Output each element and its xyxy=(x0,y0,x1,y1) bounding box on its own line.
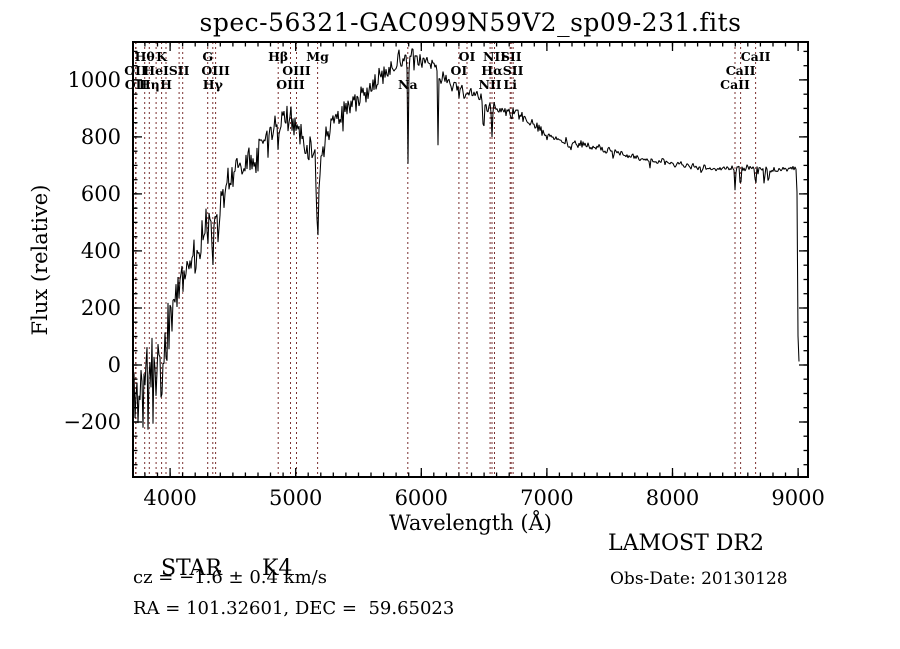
y-axis-label: Flux (relative) xyxy=(28,185,52,336)
line-label-3889: HeI xyxy=(143,63,169,78)
line-label-6731: SII xyxy=(503,63,524,78)
line-label-3968: H xyxy=(160,77,172,92)
line-label-3798: Hθ xyxy=(135,49,155,64)
y-tick-800: 800 xyxy=(81,125,121,149)
y-tick-labels: −200 0 200 400 600 800 1000 xyxy=(63,68,121,434)
line-label-6548: NII xyxy=(479,77,502,92)
plot-frame xyxy=(132,41,809,478)
x-tick-labels: 4000 5000 6000 7000 8000 9000 xyxy=(143,486,824,510)
line-label-3729: OII xyxy=(125,77,148,92)
line-label-3933: K xyxy=(156,49,168,64)
line-label-4072: SII xyxy=(169,63,190,78)
line-label-5893: Na xyxy=(398,77,418,92)
object-class: STAR xyxy=(160,556,222,581)
axis-ticks xyxy=(133,42,808,477)
x-axis-label: Wavelength (Å) xyxy=(389,510,552,535)
line-label-6708: Li xyxy=(503,77,517,92)
spectrum-trace xyxy=(132,48,800,430)
x-tick-4000: 4000 xyxy=(143,486,196,510)
y-tick--200: −200 xyxy=(63,410,121,434)
survey-release: LAMOST DR2 xyxy=(608,531,764,556)
line-label-3726: OII xyxy=(124,63,147,78)
line-label-4861: Hβ xyxy=(268,49,288,64)
plot-title: spec-56321-GAC099N59V2_sp09-231.fits xyxy=(199,8,742,37)
line-label-8498: CaII xyxy=(720,77,750,92)
line-label-8542: CaII xyxy=(726,63,756,78)
y-tick-1000: 1000 xyxy=(68,68,121,92)
x-tick-8000: 8000 xyxy=(646,486,699,510)
line-label-6583: NII xyxy=(483,49,506,64)
x-tick-7000: 7000 xyxy=(520,486,573,510)
line-label-4340: Hγ xyxy=(203,77,224,92)
y-tick-0: 0 xyxy=(108,353,121,377)
object-subclass: K4 xyxy=(261,556,293,581)
line-label-5175: Mg xyxy=(306,49,329,64)
x-tick-9000: 9000 xyxy=(771,486,824,510)
y-tick-200: 200 xyxy=(81,296,121,320)
y-tick-600: 600 xyxy=(81,182,121,206)
line-label-6300: OI xyxy=(451,63,468,78)
line-label-5007: OIII xyxy=(282,63,311,78)
line-label-4959: OIII xyxy=(276,77,305,92)
line-label-4363: OIII xyxy=(201,63,230,78)
x-tick-5000: 5000 xyxy=(269,486,322,510)
spectral-line-markers xyxy=(135,42,757,477)
line-label-3835: Hη xyxy=(139,77,160,92)
classification-line: STAR K4 xyxy=(133,531,292,606)
line-label-6716: SII xyxy=(501,49,522,64)
y-tick-400: 400 xyxy=(81,239,121,263)
ra-dec-value: RA = 101.32601, DEC = 59.65023 xyxy=(133,598,455,619)
cz-value: cz = −1.6 ± 0.4 km/s xyxy=(133,567,327,588)
line-label-6563: Hα xyxy=(481,63,503,78)
line-label-8662: CaII xyxy=(741,49,771,64)
line-label-6364: OI xyxy=(459,49,476,64)
spectral-line-labels: OIIOIIHθHηHeIKHSIIGHγOIIIHβOIIIOIIIMgNaO… xyxy=(124,49,770,92)
line-label-4300: G xyxy=(202,49,213,64)
obs-date: Obs-Date: 20130128 xyxy=(610,569,788,589)
x-tick-6000: 6000 xyxy=(395,486,448,510)
